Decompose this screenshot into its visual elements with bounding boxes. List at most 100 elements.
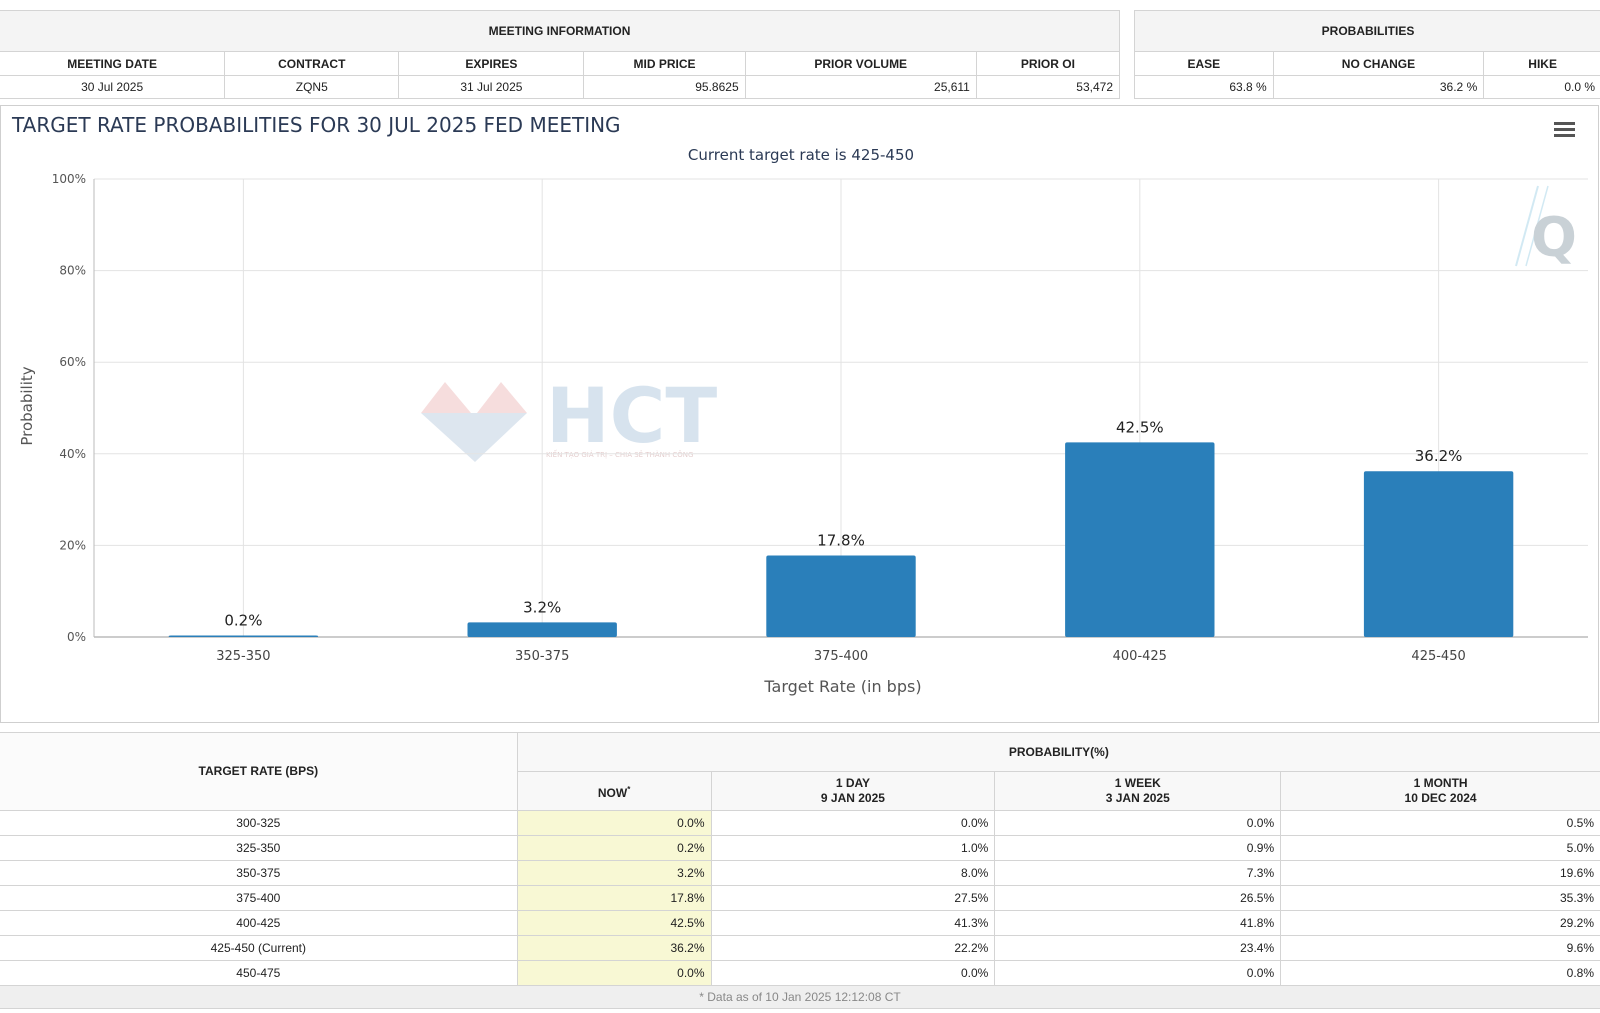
meeting-information-title: MEETING INFORMATION: [0, 10, 1120, 52]
bar-data-label: 42.5%: [1116, 418, 1164, 436]
bar-350-375[interactable]: [467, 622, 617, 637]
y-tick-label: 60%: [59, 355, 86, 369]
mid-price-value: 95.8625: [583, 75, 746, 99]
header-1-week-label: 1 WEEK: [1114, 776, 1161, 790]
table-row: 400-425 42.5% 41.3% 41.8% 29.2%: [0, 910, 1600, 936]
table-row: 450-475 0.0% 0.0% 0.0% 0.8%: [0, 960, 1600, 986]
rate-cell: 450-475: [0, 960, 518, 986]
bar-data-label: 36.2%: [1415, 447, 1463, 465]
header-prior-oi[interactable]: PRIOR OI: [975, 51, 1121, 76]
one-month-cell: 5.0%: [1280, 835, 1600, 861]
header-contract[interactable]: CONTRACT: [224, 51, 400, 76]
hamburger-menu-icon-line: [1554, 128, 1575, 131]
chart-subtitle: Current target rate is 425-450: [688, 146, 914, 164]
one-week-cell: 23.4%: [994, 935, 1282, 961]
q-logo-icon: Q: [1515, 185, 1577, 269]
table-row: 375-400 17.8% 27.5% 26.5% 35.3%: [0, 885, 1600, 911]
target-rate-chart: TARGET RATE PROBABILITIES FOR 30 JUL 202…: [11, 113, 1588, 696]
y-tick-label: 40%: [59, 447, 86, 461]
prior-volume-value: 25,611: [744, 75, 977, 99]
header-1-day-label: 1 DAY: [835, 776, 871, 790]
bar-375-400[interactable]: [766, 555, 916, 637]
probabilities-title: PROBABILITIES: [1134, 10, 1600, 52]
table-row: 325-350 0.2% 1.0% 0.9% 5.0%: [0, 835, 1600, 861]
meeting-information-table: MEETING INFORMATION MEETING DATE CONTRAC…: [0, 10, 1121, 99]
one-month-cell: 29.2%: [1280, 910, 1600, 936]
bar-data-label: 17.8%: [817, 531, 865, 549]
header-expires[interactable]: EXPIRES: [398, 51, 585, 76]
now-cell: 0.0%: [516, 810, 712, 836]
chart-panel: TARGET RATE PROBABILITIES FOR 30 JUL 202…: [0, 105, 1599, 723]
one-week-cell: 0.0%: [994, 960, 1282, 986]
expires-value: 31 Jul 2025: [398, 75, 585, 99]
data-timestamp-footnote: * Data as of 10 Jan 2025 12:12:08 CT: [0, 985, 1600, 1009]
bar-400-425[interactable]: [1065, 442, 1215, 637]
one-day-cell: 8.0%: [710, 860, 996, 886]
header-1-day[interactable]: 1 DAY 9 JAN 2025: [710, 771, 996, 811]
one-day-cell: 27.5%: [710, 885, 996, 911]
header-now[interactable]: NOW*: [516, 771, 712, 811]
now-cell: 3.2%: [516, 860, 712, 886]
rate-cell: 350-375: [0, 860, 518, 886]
x-tick-label: 325-350: [216, 649, 270, 664]
x-tick-label: 400-425: [1113, 649, 1167, 664]
header-mid-price[interactable]: MID PRICE: [583, 51, 746, 76]
one-day-cell: 0.0%: [710, 810, 996, 836]
hike-value: 0.0 %: [1483, 75, 1600, 99]
one-week-cell: 41.8%: [994, 910, 1282, 936]
one-day-cell: 0.0%: [710, 960, 996, 986]
table-row: 350-375 3.2% 8.0% 7.3% 19.6%: [0, 860, 1600, 886]
header-probability-group: PROBABILITY(%): [516, 732, 1600, 772]
meeting-date-value: 30 Jul 2025: [0, 75, 226, 99]
x-tick-label: 375-400: [814, 649, 868, 664]
one-month-cell: 0.5%: [1280, 810, 1600, 836]
chart-menu-button[interactable]: [1549, 116, 1581, 142]
header-1-month-label: 1 MONTH: [1413, 776, 1468, 790]
rate-cell: 300-325: [0, 810, 518, 836]
header-1-month[interactable]: 1 MONTH 10 DEC 2024: [1280, 771, 1600, 811]
header-ease[interactable]: EASE: [1134, 51, 1274, 76]
probabilities-table: PROBABILITIES EASE NO CHANGE HIKE 63.8 %…: [1134, 10, 1600, 99]
header-1-week-date: 3 JAN 2025: [1105, 791, 1170, 805]
one-day-cell: 22.2%: [710, 935, 996, 961]
q-logo-letter: Q: [1531, 206, 1577, 269]
bar-data-label: 3.2%: [523, 598, 561, 616]
now-cell: 42.5%: [516, 910, 712, 936]
prior-oi-value: 53,472: [975, 75, 1121, 99]
bar-data-label: 0.2%: [224, 612, 262, 630]
one-day-cell: 1.0%: [710, 835, 996, 861]
header-hike[interactable]: HIKE: [1483, 51, 1600, 76]
header-1-week[interactable]: 1 WEEK 3 JAN 2025: [994, 771, 1282, 811]
header-prior-volume[interactable]: PRIOR VOLUME: [744, 51, 977, 76]
one-day-cell: 41.3%: [710, 910, 996, 936]
now-cell: 0.2%: [516, 835, 712, 861]
rate-cell: 425-450 (Current): [0, 935, 518, 961]
one-week-cell: 0.0%: [994, 810, 1282, 836]
probability-history-table: TARGET RATE (BPS) PROBABILITY(%) NOW* 1 …: [0, 732, 1600, 1009]
one-month-cell: 35.3%: [1280, 885, 1600, 911]
y-axis-label: Probability: [18, 366, 36, 445]
one-month-cell: 19.6%: [1280, 860, 1600, 886]
header-1-month-date: 10 DEC 2024: [1404, 791, 1477, 805]
header-target-rate[interactable]: TARGET RATE (BPS): [0, 732, 518, 811]
hct-watermark-logo: HCT KIẾN TẠO GIÁ TRỊ – CHIA SẺ THÀNH CÔN…: [421, 371, 717, 462]
chart-title: TARGET RATE PROBABILITIES FOR 30 JUL 202…: [11, 113, 621, 137]
x-tick-label: 350-375: [515, 649, 569, 664]
y-tick-label: 20%: [59, 538, 86, 552]
header-now-asterisk: *: [627, 784, 631, 794]
hamburger-menu-icon: [1554, 122, 1575, 125]
one-week-cell: 7.3%: [994, 860, 1282, 886]
header-no-change[interactable]: NO CHANGE: [1272, 51, 1485, 76]
no-change-value: 36.2 %: [1272, 75, 1485, 99]
rate-cell: 400-425: [0, 910, 518, 936]
y-tick-label: 100%: [52, 172, 86, 186]
header-meeting-date[interactable]: MEETING DATE: [0, 51, 226, 76]
one-week-cell: 26.5%: [994, 885, 1282, 911]
y-tick-label: 0%: [67, 630, 86, 644]
header-1-day-date: 9 JAN 2025: [820, 791, 885, 805]
rate-cell: 375-400: [0, 885, 518, 911]
bar-325-350[interactable]: [168, 635, 319, 638]
one-month-cell: 9.6%: [1280, 935, 1600, 961]
bar-425-450[interactable]: [1363, 471, 1514, 637]
ease-value: 63.8 %: [1134, 75, 1274, 99]
